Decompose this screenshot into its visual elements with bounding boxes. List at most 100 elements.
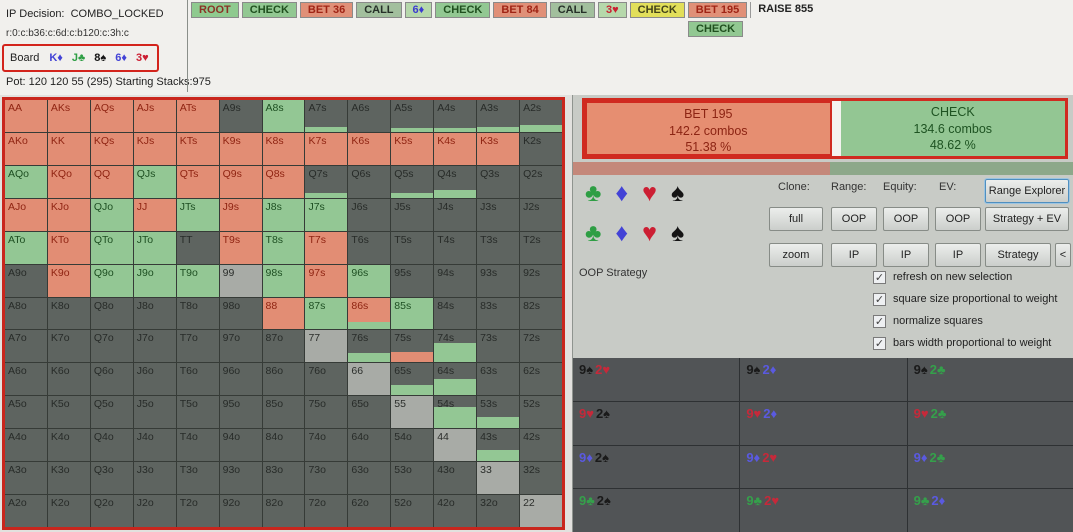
hand-cell-93s[interactable]: 93s <box>477 264 520 297</box>
hand-cell-kjs[interactable]: KJs <box>133 132 176 165</box>
hand-cell-q2s[interactable]: Q2s <box>520 165 562 198</box>
hand-cell-ajo[interactable]: AJo <box>5 198 47 231</box>
hand-cell-a6o[interactable]: A6o <box>5 363 47 396</box>
hand-cell-t8s[interactable]: T8s <box>262 231 305 264</box>
hand-cell-t4s[interactable]: T4s <box>434 231 477 264</box>
checkbox-bars-width-proportional-to-weight[interactable]: ✓ bars width proportional to weight <box>873 332 1057 354</box>
action-node-root[interactable]: ROOT <box>191 2 239 18</box>
action-node-check-sub[interactable]: CHECK <box>688 21 744 37</box>
action-node-bet-36[interactable]: BET 36 <box>299 2 354 18</box>
hand-cell-k7o[interactable]: K7o <box>47 330 90 363</box>
hand-cell-87o[interactable]: 87o <box>262 330 305 363</box>
combo-cell-9h2d[interactable]: 9♥ 2♦ <box>740 401 907 445</box>
hand-cell-ajs[interactable]: AJs <box>133 100 176 132</box>
combo-cell-9h2s[interactable]: 9♥ 2♠ <box>573 401 740 445</box>
hand-cell-74s[interactable]: 74s <box>434 330 477 363</box>
hand-cell-83s[interactable]: 83s <box>477 297 520 330</box>
hand-cell-kjo[interactable]: KJo <box>47 198 90 231</box>
hand-cell-k6s[interactable]: K6s <box>348 132 391 165</box>
hand-cell-94s[interactable]: 94s <box>434 264 477 297</box>
hand-cell-a5o[interactable]: A5o <box>5 396 47 429</box>
hand-cell-74o[interactable]: 74o <box>305 429 348 462</box>
hand-cell-qq[interactable]: QQ <box>90 165 133 198</box>
strategy-ev-button[interactable]: Strategy + EV <box>985 207 1069 231</box>
hand-cell-84o[interactable]: 84o <box>262 429 305 462</box>
heart-suit-icon[interactable]: ♥ <box>642 219 658 247</box>
hand-cell-q5o[interactable]: Q5o <box>90 396 133 429</box>
hand-cell-99[interactable]: 99 <box>219 264 262 297</box>
hand-cell-54s[interactable]: 54s <box>434 396 477 429</box>
hand-cell-a3o[interactable]: A3o <box>5 462 47 495</box>
hand-cell-83o[interactable]: 83o <box>262 462 305 495</box>
hand-cell-t2s[interactable]: T2s <box>520 231 562 264</box>
hand-cell-aqo[interactable]: AQo <box>5 165 47 198</box>
action-node-call[interactable]: CALL <box>549 2 596 18</box>
combo-cell-9d2c[interactable]: 9♦ 2♣ <box>907 445 1073 489</box>
hand-cell-q7s[interactable]: Q7s <box>305 165 348 198</box>
hand-cell-j7s[interactable]: J7s <box>305 198 348 231</box>
hand-cell-64s[interactable]: 64s <box>434 363 477 396</box>
hand-cell-53s[interactable]: 53s <box>477 396 520 429</box>
hand-cell-k7s[interactable]: K7s <box>305 132 348 165</box>
hand-cell-qjo[interactable]: QJo <box>90 198 133 231</box>
hand-cell-22[interactable]: 22 <box>520 495 562 527</box>
spade-suit-icon[interactable]: ♠ <box>671 179 685 207</box>
combo-cell-9c2s[interactable]: 9♣ 2♠ <box>573 489 740 532</box>
hand-cell-t5s[interactable]: T5s <box>391 231 434 264</box>
hand-cell-76s[interactable]: 76s <box>348 330 391 363</box>
hand-cell-k4o[interactable]: K4o <box>47 429 90 462</box>
hand-cell-k5o[interactable]: K5o <box>47 396 90 429</box>
club-suit-icon[interactable]: ♣ <box>585 219 602 247</box>
hand-cell-j4s[interactable]: J4s <box>434 198 477 231</box>
hand-cell-t3s[interactable]: T3s <box>477 231 520 264</box>
hand-cell-33[interactable]: 33 <box>477 462 520 495</box>
button-ip-ev[interactable]: IP <box>935 243 981 267</box>
checkbox-square-size-proportional-to-weight[interactable]: ✓ square size proportional to weight <box>873 288 1057 310</box>
hand-cell-kqs[interactable]: KQs <box>90 132 133 165</box>
hand-cell-a2s[interactable]: A2s <box>520 100 562 132</box>
hand-cell-k9s[interactable]: K9s <box>219 132 262 165</box>
hand-cell-q6s[interactable]: Q6s <box>348 165 391 198</box>
hand-cell-98s[interactable]: 98s <box>262 264 305 297</box>
hand-cell-j6s[interactable]: J6s <box>348 198 391 231</box>
action-node-bet-195[interactable]: BET 195 <box>687 2 748 18</box>
combo-cell-9d2s[interactable]: 9♦ 2♠ <box>573 445 740 489</box>
hand-cell-77[interactable]: 77 <box>305 330 348 363</box>
summary-check-segment[interactable]: CHECK 134.6 combos 48.62 % <box>840 101 1065 156</box>
hand-cell-55[interactable]: 55 <box>391 396 434 429</box>
diamond-suit-icon[interactable]: ♦ <box>615 179 629 207</box>
hand-cell-j9o[interactable]: J9o <box>133 264 176 297</box>
hand-cell-t9o[interactable]: T9o <box>176 264 219 297</box>
hand-cell-jto[interactable]: JTo <box>133 231 176 264</box>
hand-cell-86o[interactable]: 86o <box>262 363 305 396</box>
checkbox-refresh-on-new-selection[interactable]: ✓ refresh on new selection <box>873 266 1057 288</box>
hand-cell-j7o[interactable]: J7o <box>133 330 176 363</box>
hand-cell-a3s[interactable]: A3s <box>477 100 520 132</box>
hand-cell-a5s[interactable]: A5s <box>391 100 434 132</box>
hand-cell-a8s[interactable]: A8s <box>262 100 305 132</box>
hand-cell-q8o[interactable]: Q8o <box>90 297 133 330</box>
hand-cell-ato[interactable]: ATo <box>5 231 47 264</box>
hand-cell-q5s[interactable]: Q5s <box>391 165 434 198</box>
collapse-button[interactable]: < <box>1055 243 1071 267</box>
hand-cell-ats[interactable]: ATs <box>176 100 219 132</box>
hand-cell-a7s[interactable]: A7s <box>305 100 348 132</box>
hand-cell-75o[interactable]: 75o <box>305 396 348 429</box>
hand-cell-88[interactable]: 88 <box>262 297 305 330</box>
hand-cell-j2s[interactable]: J2s <box>520 198 562 231</box>
combo-cell-9d2h[interactable]: 9♦ 2♥ <box>740 445 907 489</box>
hand-cell-q9o[interactable]: Q9o <box>90 264 133 297</box>
action-node-check[interactable]: CHECK <box>241 2 297 18</box>
hand-cell-62s[interactable]: 62s <box>520 363 562 396</box>
hand-cell-j3s[interactable]: J3s <box>477 198 520 231</box>
hand-cell-k5s[interactable]: K5s <box>391 132 434 165</box>
hand-cell-98o[interactable]: 98o <box>219 297 262 330</box>
hand-cell-84s[interactable]: 84s <box>434 297 477 330</box>
hand-cell-aks[interactable]: AKs <box>47 100 90 132</box>
club-suit-icon[interactable]: ♣ <box>585 179 602 207</box>
hand-cell-95s[interactable]: 95s <box>391 264 434 297</box>
hand-cell-82s[interactable]: 82s <box>520 297 562 330</box>
hand-cell-66[interactable]: 66 <box>348 363 391 396</box>
action-node-check[interactable]: CHECK <box>435 2 491 18</box>
hand-cell-j5s[interactable]: J5s <box>391 198 434 231</box>
